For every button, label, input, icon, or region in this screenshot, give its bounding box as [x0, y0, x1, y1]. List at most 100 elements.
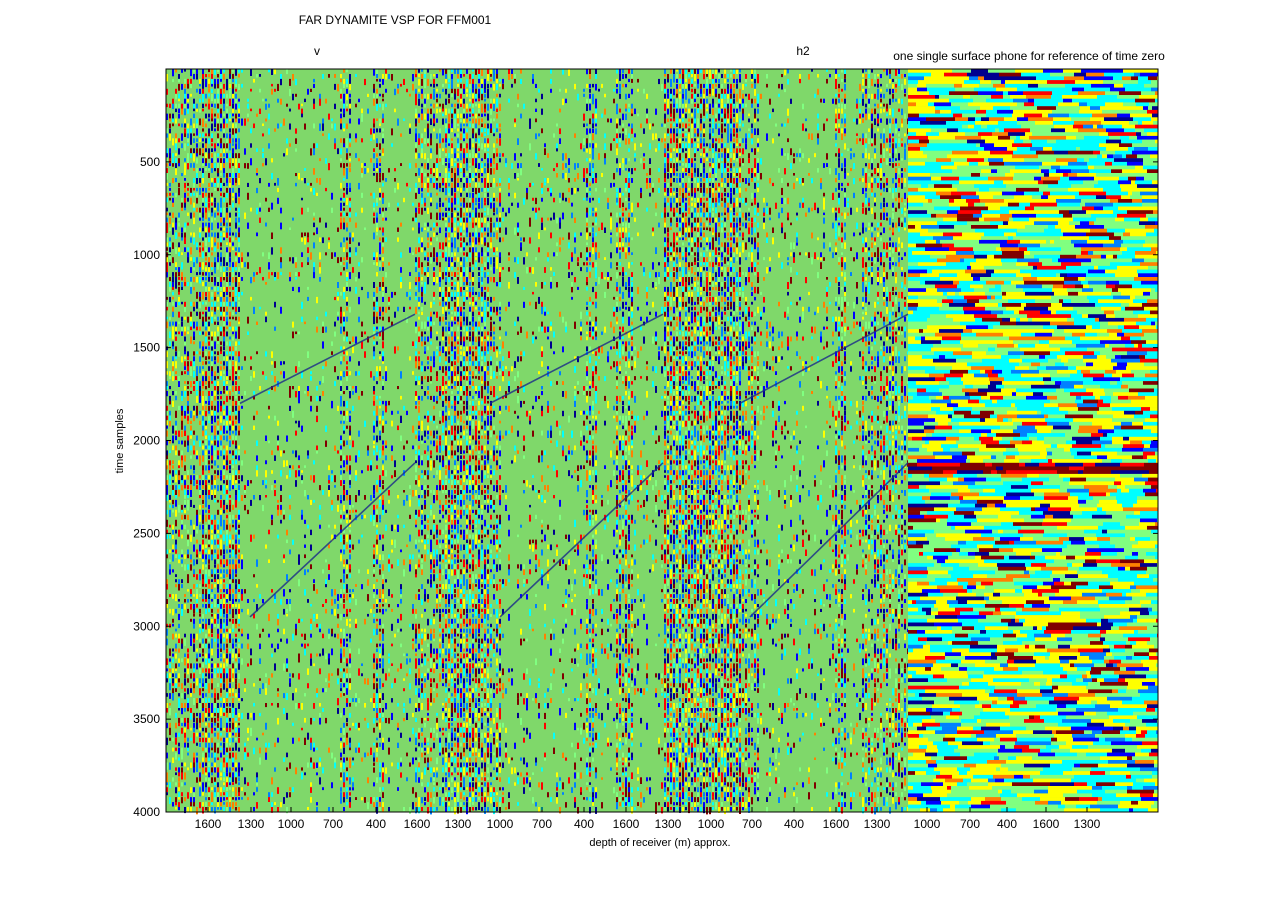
heatmap-cell [427, 411, 429, 416]
heatmap-cell [415, 614, 417, 619]
heatmap-cell [169, 450, 171, 453]
heatmap-cell [217, 589, 219, 593]
heatmap-cell [205, 510, 207, 513]
heatmap-cell [424, 228, 426, 231]
heatmap-cell [226, 391, 228, 394]
heatmap-cell [352, 386, 354, 389]
heatmap-cell [211, 743, 213, 748]
heatmap-cell [178, 475, 180, 480]
heatmap-cell [175, 500, 177, 507]
heatmap-cell [382, 708, 384, 712]
heatmap-cell [421, 515, 423, 519]
heatmap-cell [397, 668, 399, 671]
heatmap-cell [409, 698, 411, 703]
heatmap-cell [247, 797, 249, 800]
heatmap-cell [397, 119, 399, 126]
heatmap-cell [313, 218, 315, 221]
heatmap-cell [271, 69, 273, 75]
heatmap-cell [421, 797, 423, 803]
heatmap-cell [424, 658, 426, 665]
heatmap-cell [232, 738, 234, 743]
heatmap-cell [382, 564, 384, 570]
heatmap-cell [343, 79, 345, 85]
heatmap-cell [400, 282, 402, 288]
heatmap-cell [394, 346, 396, 353]
heatmap-cell [232, 416, 234, 421]
heatmap-cell [238, 421, 240, 424]
heatmap-cell [373, 401, 375, 406]
heatmap-cell [424, 515, 426, 521]
heatmap-cell [190, 302, 192, 306]
heatmap-cell [220, 287, 222, 291]
heatmap-cell [328, 114, 330, 120]
heatmap-cell [202, 748, 204, 751]
heatmap-cell [340, 658, 342, 663]
heatmap-cell [307, 391, 309, 396]
heatmap-cell [310, 148, 312, 155]
heatmap-cell [343, 431, 345, 434]
heatmap-cell [220, 450, 222, 456]
heatmap-cell [214, 341, 216, 346]
heatmap-cell [397, 426, 399, 431]
heatmap-cell [238, 723, 240, 726]
heatmap-cell [181, 485, 183, 490]
heatmap-cell [202, 247, 204, 251]
heatmap-cell [250, 277, 252, 283]
heatmap-cell [382, 381, 384, 385]
heatmap-cell [343, 797, 345, 802]
heatmap-cell [247, 644, 249, 650]
heatmap-cell [322, 708, 324, 712]
heatmap-cell [319, 124, 321, 131]
heatmap-cell [193, 802, 195, 806]
heatmap-cell [313, 703, 315, 709]
heatmap-cell [373, 193, 375, 199]
heatmap-cell [322, 133, 324, 136]
heatmap-cell [193, 450, 195, 454]
heatmap-cell [385, 455, 387, 460]
heatmap-cell [169, 510, 171, 517]
heatmap-cell [388, 559, 390, 563]
heatmap-cell [232, 792, 234, 797]
heatmap-cell [301, 644, 303, 647]
heatmap-cell [412, 218, 414, 222]
heatmap-cell [277, 500, 279, 503]
heatmap-cell [220, 693, 222, 697]
heatmap-cell [397, 84, 399, 89]
heatmap-cell [220, 683, 222, 687]
heatmap-cell [376, 465, 378, 469]
heatmap-cell [199, 109, 201, 113]
heatmap-cell [418, 79, 420, 86]
heatmap-cell [349, 763, 351, 769]
heatmap-cell [223, 767, 225, 772]
heatmap-cell [418, 99, 420, 106]
heatmap-cell [307, 287, 309, 290]
heatmap-cell [175, 495, 177, 498]
heatmap-cell [211, 203, 213, 206]
heatmap-cell [427, 361, 429, 364]
heatmap-cell [178, 480, 180, 484]
heatmap-cell [211, 183, 213, 187]
heatmap-cell [217, 84, 219, 88]
heatmap-cell [229, 153, 231, 158]
heatmap-cell [169, 708, 171, 715]
heatmap-cell [208, 619, 210, 625]
heatmap-cell [169, 475, 171, 479]
heatmap-cell [202, 218, 204, 221]
heatmap-cell [430, 257, 432, 263]
heatmap-cell [199, 777, 201, 781]
heatmap-cell [208, 688, 210, 693]
heatmap-cell [196, 396, 198, 403]
heatmap-cell [415, 381, 417, 385]
heatmap-cell [226, 649, 228, 654]
heatmap-cell [385, 703, 387, 709]
heatmap-cell [427, 673, 429, 680]
heatmap-cell [193, 698, 195, 705]
heatmap-cell [190, 599, 192, 602]
heatmap-cell [373, 703, 375, 709]
heatmap-cell [379, 287, 381, 291]
heatmap-cell [196, 351, 198, 354]
heatmap-cell [292, 332, 294, 339]
heatmap-cell [358, 158, 360, 161]
heatmap-cell [418, 777, 420, 783]
heatmap-cell [211, 480, 213, 485]
